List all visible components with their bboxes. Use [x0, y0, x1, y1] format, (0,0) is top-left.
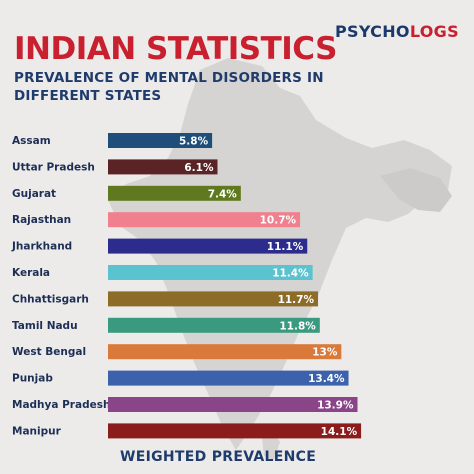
bar: [108, 370, 349, 386]
bar-value-label: 7.4%: [208, 188, 238, 200]
northeast-region-silhouette: [380, 168, 452, 212]
state-label: Punjab: [12, 373, 53, 385]
bar: [108, 265, 313, 280]
bar-value-label: 10.7%: [260, 215, 297, 227]
bar: [108, 185, 241, 201]
state-label: Madhya Pradesh: [12, 399, 110, 411]
bar: [108, 291, 319, 307]
bar-value-label: 11.8%: [279, 320, 316, 332]
bar: [108, 344, 342, 360]
bar-value-label: 13.4%: [308, 373, 345, 385]
bar: [108, 133, 213, 148]
state-label: Manipur: [12, 425, 62, 437]
state-label: Rajasthan: [12, 214, 71, 226]
bar-value-label: 11.4%: [272, 268, 309, 280]
bar: [108, 238, 308, 254]
bar-value-label: 11.7%: [278, 294, 315, 306]
state-label: Assam: [12, 135, 51, 147]
bar-value-label: 13%: [312, 347, 338, 359]
bar: [108, 397, 358, 412]
brand-logo-part1: PSYCHO: [335, 22, 410, 41]
x-axis-label: WEIGHTED PREVALENCE: [120, 449, 317, 465]
state-label: Tamil Nadu: [12, 320, 78, 332]
state-label: Kerala: [12, 267, 50, 279]
bar: [108, 317, 320, 333]
bar: [108, 159, 218, 175]
state-label: West Bengal: [12, 346, 86, 358]
bar-value-label: 14.1%: [321, 426, 358, 438]
bar: [108, 212, 301, 228]
bar-value-label: 11.1%: [267, 241, 304, 253]
chart-subtitle: PREVALENCE OF MENTAL DISORDERS IN DIFFER…: [14, 70, 324, 104]
bar-value-label: 5.8%: [179, 136, 209, 148]
bar: [108, 423, 362, 439]
page-title: INDIAN STATISTICS: [14, 31, 337, 67]
brand-logo: PSYCHOLOGS: [335, 22, 459, 41]
state-label: Jharkhand: [11, 241, 72, 253]
brand-logo-part2: LOGS: [409, 22, 459, 41]
state-label: Uttar Pradesh: [12, 161, 95, 173]
bar-value-label: 13.9%: [317, 400, 354, 412]
state-label: Chhattisgarh: [12, 293, 89, 305]
bar-value-label: 6.1%: [184, 162, 214, 174]
state-label: Gujarat: [12, 188, 56, 200]
